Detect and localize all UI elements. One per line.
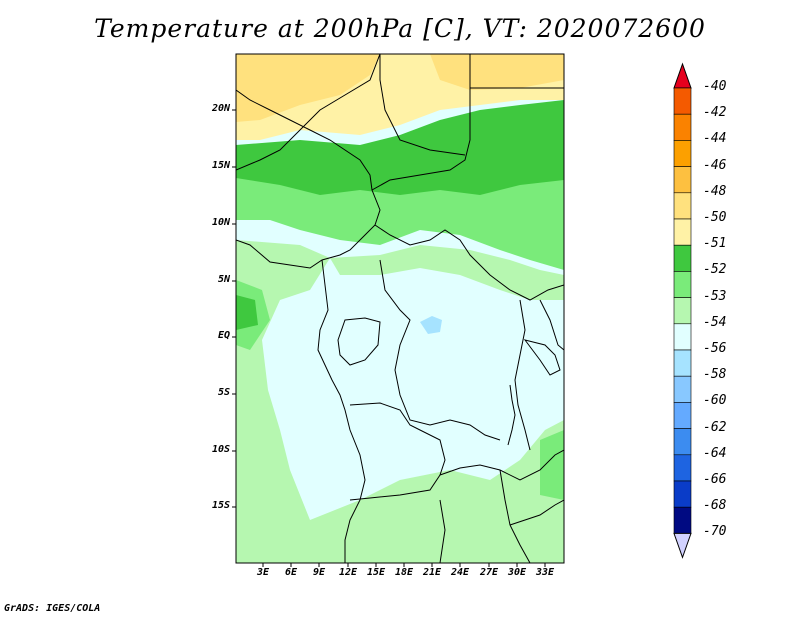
colorbar-label: -50: [703, 210, 727, 225]
x-tick-label: 27E: [479, 567, 499, 578]
field-band-light-green: [236, 240, 564, 563]
colorbar-swatch: [673, 140, 692, 167]
x-tick-label: 18E: [394, 567, 414, 578]
x-tick-label: 15E: [366, 567, 386, 578]
x-tick-label: 21E: [422, 567, 442, 578]
colorbar-label: -68: [703, 498, 727, 514]
x-tick-label: 6E: [284, 567, 298, 578]
y-tick-label: 10S: [211, 444, 230, 455]
colorbar-swatch: [673, 454, 692, 482]
colorbar-label: -44: [703, 131, 727, 147]
colorbar-label: -46: [703, 157, 727, 173]
colorbar: [673, 62, 692, 559]
tick-marks: [232, 109, 546, 567]
colorbar-swatch: [673, 375, 692, 403]
x-tick-label: 9E: [312, 567, 326, 578]
colorbar-swatch: [673, 244, 692, 272]
y-tick-label: 20N: [211, 103, 230, 114]
borders: [236, 54, 564, 563]
y-tick-label: 5S: [217, 387, 230, 398]
colorbar-label: -53: [703, 288, 727, 304]
colorbar-swatch: [673, 480, 692, 508]
colorbar-swatch: [673, 428, 692, 456]
chart-title: Temperature at 200hPa [C], VT: 202007260…: [94, 14, 706, 43]
y-tick-label: 5N: [217, 274, 230, 285]
colorbar-swatch: [673, 271, 692, 298]
colorbar-swatch: [673, 192, 692, 220]
colorbar-swatch: [673, 166, 692, 194]
x-tick-label: 24E: [450, 567, 470, 578]
colorbar-label: -48: [703, 183, 727, 199]
map-frame: [235, 53, 565, 564]
field-band-yellow: [236, 54, 380, 122]
colorbar-swatch: [673, 506, 692, 534]
y-tick-label: 10N: [211, 217, 230, 228]
colorbar-bottom-arrow: [673, 532, 692, 559]
x-tick-label: 30E: [507, 567, 527, 578]
colorbar-label: -51: [703, 236, 727, 252]
colorbar-swatch: [673, 218, 692, 246]
colorbar-label: -42: [703, 105, 727, 121]
y-tick-label: EQ: [217, 330, 230, 341]
colorbar-label: -40: [703, 79, 727, 94]
colorbar-label: -54: [703, 314, 727, 330]
colorbar-swatch: [673, 349, 692, 377]
colorbar-label: -64: [703, 445, 727, 461]
colorbar-label: -60: [703, 393, 727, 409]
field-band-dark-green: [236, 100, 564, 195]
colorbar-top-arrow: [673, 62, 692, 89]
colorbar-label: -66: [703, 472, 727, 487]
colorbar-label: -58: [703, 367, 727, 383]
temperature-field: [236, 54, 564, 563]
colorbar-swatch: [673, 297, 692, 325]
y-tick-label: 15S: [211, 500, 230, 511]
colorbar-swatch: [673, 113, 692, 141]
colorbar-swatch: [673, 323, 692, 351]
field-patch-cold: [420, 316, 442, 334]
x-tick-label: 33E: [535, 567, 555, 578]
y-tick-label: 15N: [211, 160, 230, 171]
colorbar-label: -62: [703, 419, 727, 435]
footer-credit: GrADS: IGES/COLA: [4, 603, 101, 614]
colorbar-label: -52: [703, 262, 727, 278]
colorbar-swatch: [673, 87, 692, 115]
colorbar-label: -56: [703, 341, 727, 356]
x-tick-label: 3E: [256, 567, 270, 578]
colorbar-label: -70: [703, 524, 727, 540]
colorbar-swatch: [673, 402, 692, 429]
x-tick-label: 12E: [338, 567, 358, 578]
